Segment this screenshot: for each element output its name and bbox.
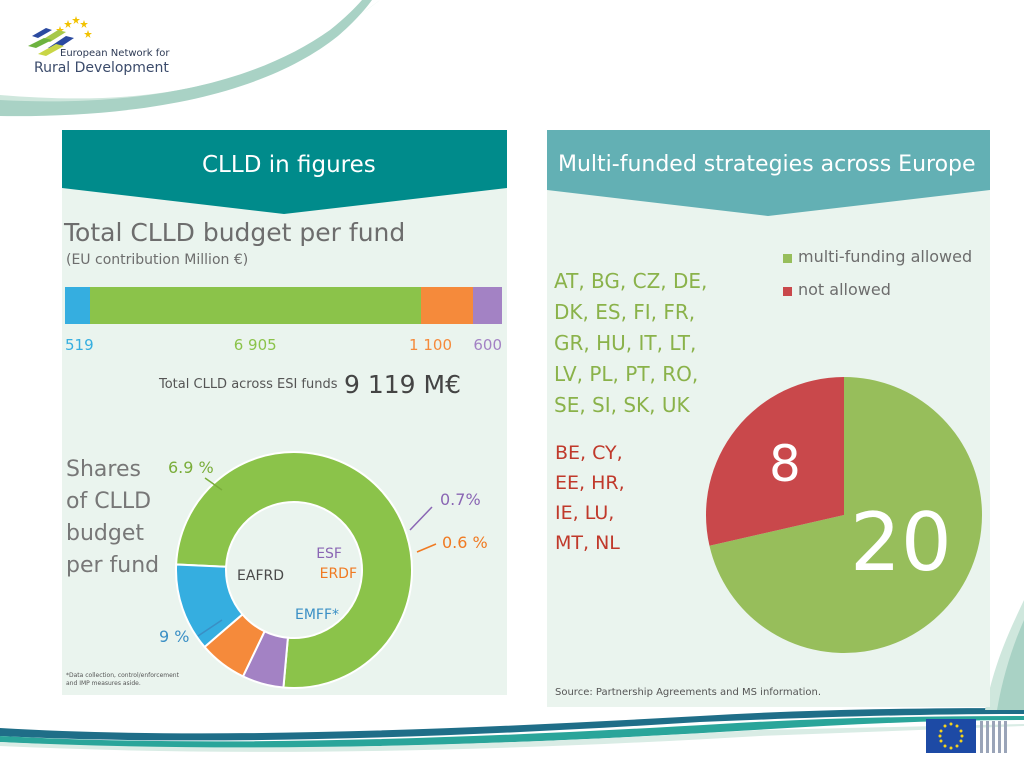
donut-share-label-erdf: 0.6 % [442,533,488,552]
bar-value-label-erdf: 1 100 [409,336,452,354]
pie-value-label-allowed: 20 [850,496,952,589]
bar-segment-erdf [420,287,474,324]
shares-title-line-4: per fund [66,553,160,578]
clld-figures-panel: CLLD in figures Total CLLD budget per fu… [62,130,507,695]
logo-line-1: European Network for [60,48,170,59]
shares-title-line-1: Shares [66,457,141,482]
bar-value-label-eafrd: 6 905 [233,336,277,354]
header-wave-decoration [0,0,1024,117]
donut-label-eafrd: EAFRD [237,568,284,584]
footnote-line-2: and IMP measures aside. [66,680,141,687]
footnote: *Data collection, control/enforcement an… [66,672,179,688]
eu-flag-icon [926,719,1007,753]
left-banner [62,130,507,214]
stacked-budget-bar [65,287,502,324]
enrd-logo-icon [28,16,92,56]
shares-title-line-2: of CLLD [66,489,152,514]
stacked-bar-labels: 519 6 905 1 100 600 [65,336,502,360]
donut-slice-eafrd [175,451,413,689]
right-banner-title: Multi-funded strategies across Europe [558,152,976,177]
bar-value-label-esf: 519 [65,336,94,354]
leader-line-eafrd [204,477,223,491]
countries-not-allowed-list: BE, CY, EE, HR, IE, LU, MT, NL [555,438,625,558]
bar-segment-esf [65,287,90,324]
countries-allowed-line-3: GR, HU, IT, LT, [554,331,697,355]
bar-value-label-emff: 600 [473,336,502,354]
pie-slice-not-allowed [706,377,844,546]
shares-title: Shares of CLLD budget per fund [66,454,159,582]
countries-allowed-line-4: LV, PL, PT, RO, [554,362,699,386]
fund-share-donut-chart: EAFRD ESF ERDF EMFF* 6.9 % 0.7% 0.6 % 9 % [159,451,488,689]
legend-swatch-allowed [783,254,792,263]
countries-not-allowed-line-3: IE, LU, [555,502,615,524]
donut-share-label-eafrd: 6.9 % [168,458,214,477]
leader-line-emff [197,619,223,637]
enrd-logo: European Network for Rural Development [24,12,174,82]
donut-label-emff: EMFF* [295,607,339,623]
countries-allowed-line-1: AT, BG, CZ, DE, [554,269,708,293]
legend-label-not-allowed: not allowed [798,280,891,299]
multi-funded-panel: Multi-funded strategies across Europe mu… [547,130,990,707]
countries-not-allowed-line-2: EE, HR, [555,472,625,494]
donut-slice-emff [175,563,244,649]
countries-allowed-list: AT, BG, CZ, DE, DK, ES, FI, FR, GR, HU, … [554,266,707,421]
donut-share-label-emff: 9 % [159,627,189,646]
logo-line-2: Rural Development [34,60,169,76]
leader-line-erdf [416,543,437,553]
right-banner [547,130,990,216]
bar-segment-emff [473,287,502,324]
countries-not-allowed-line-1: BE, CY, [555,442,623,464]
legend-label-allowed: multi-funding allowed [798,247,973,266]
bar-segment-eafrd [89,287,421,324]
legend-swatch-not-allowed [783,287,792,296]
footer-wave-decoration [0,708,1024,752]
donut-share-label-esf: 0.7% [440,490,481,509]
total-clld-value: 9 119 M€ [344,370,461,399]
side-wave-decoration [985,600,1024,710]
countries-allowed-line-5: SE, SI, SK, UK [554,393,690,417]
pie-value-label-not-allowed: 8 [769,435,801,493]
donut-label-esf: ESF [316,546,342,562]
countries-allowed-line-2: DK, ES, FI, FR, [554,300,696,324]
countries-not-allowed-line-4: MT, NL [555,532,620,554]
european-commission-logo [924,713,1014,763]
shares-title-line-3: budget [66,521,144,546]
budget-title: Total CLLD budget per fund [64,218,406,247]
budget-subtitle: (EU contribution Million €) [66,252,249,268]
leader-line-esf [409,506,433,531]
source-note: Source: Partnership Agreements and MS in… [555,687,822,698]
pie-slice-multi-funding-allowed [709,377,983,654]
footnote-line-1: *Data collection, control/enforcement [66,672,179,679]
logo-stars [56,16,92,38]
left-banner-title: CLLD in figures [202,152,376,178]
multi-funding-pie-chart: 20 8 [706,377,983,654]
total-clld-label: Total CLLD across ESI funds [159,377,338,392]
donut-label-erdf: ERDF [320,566,357,582]
